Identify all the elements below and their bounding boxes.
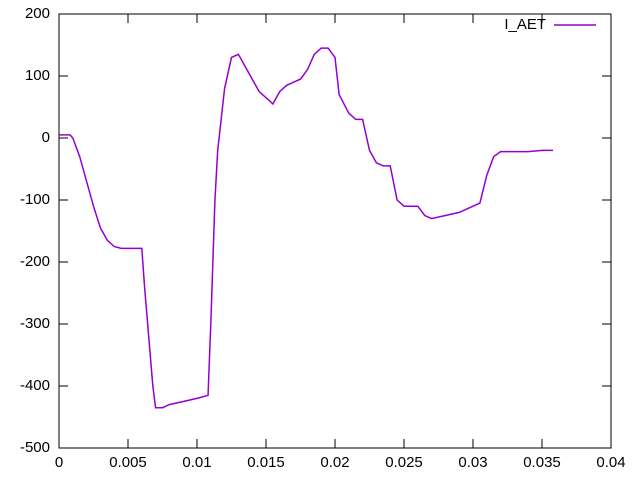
x-tick-label: 0.015 xyxy=(247,454,285,471)
y-tick-label: -400 xyxy=(20,377,50,394)
y-tick-label: 100 xyxy=(25,67,50,84)
y-tick-label: 0 xyxy=(42,129,50,146)
x-tick-label: 0.01 xyxy=(182,454,211,471)
y-tick-label: -500 xyxy=(20,439,50,456)
y-tick-label: -200 xyxy=(20,253,50,270)
series-line xyxy=(59,47,554,409)
x-tick-label: 0.04 xyxy=(596,454,625,471)
plot-border xyxy=(58,13,612,449)
x-tick-label: 0.02 xyxy=(320,454,349,471)
x-tick-label: 0.035 xyxy=(523,454,561,471)
x-tick-label: 0.03 xyxy=(458,454,487,471)
x-tick-label: 0 xyxy=(55,454,63,471)
legend-label: I_AET xyxy=(504,16,546,33)
x-tick-label: 0.025 xyxy=(385,454,423,471)
y-tick-label: 200 xyxy=(25,5,50,22)
y-tick-label: -100 xyxy=(20,191,50,208)
y-tick-label: -300 xyxy=(20,315,50,332)
x-tick-label: 0.005 xyxy=(109,454,147,471)
